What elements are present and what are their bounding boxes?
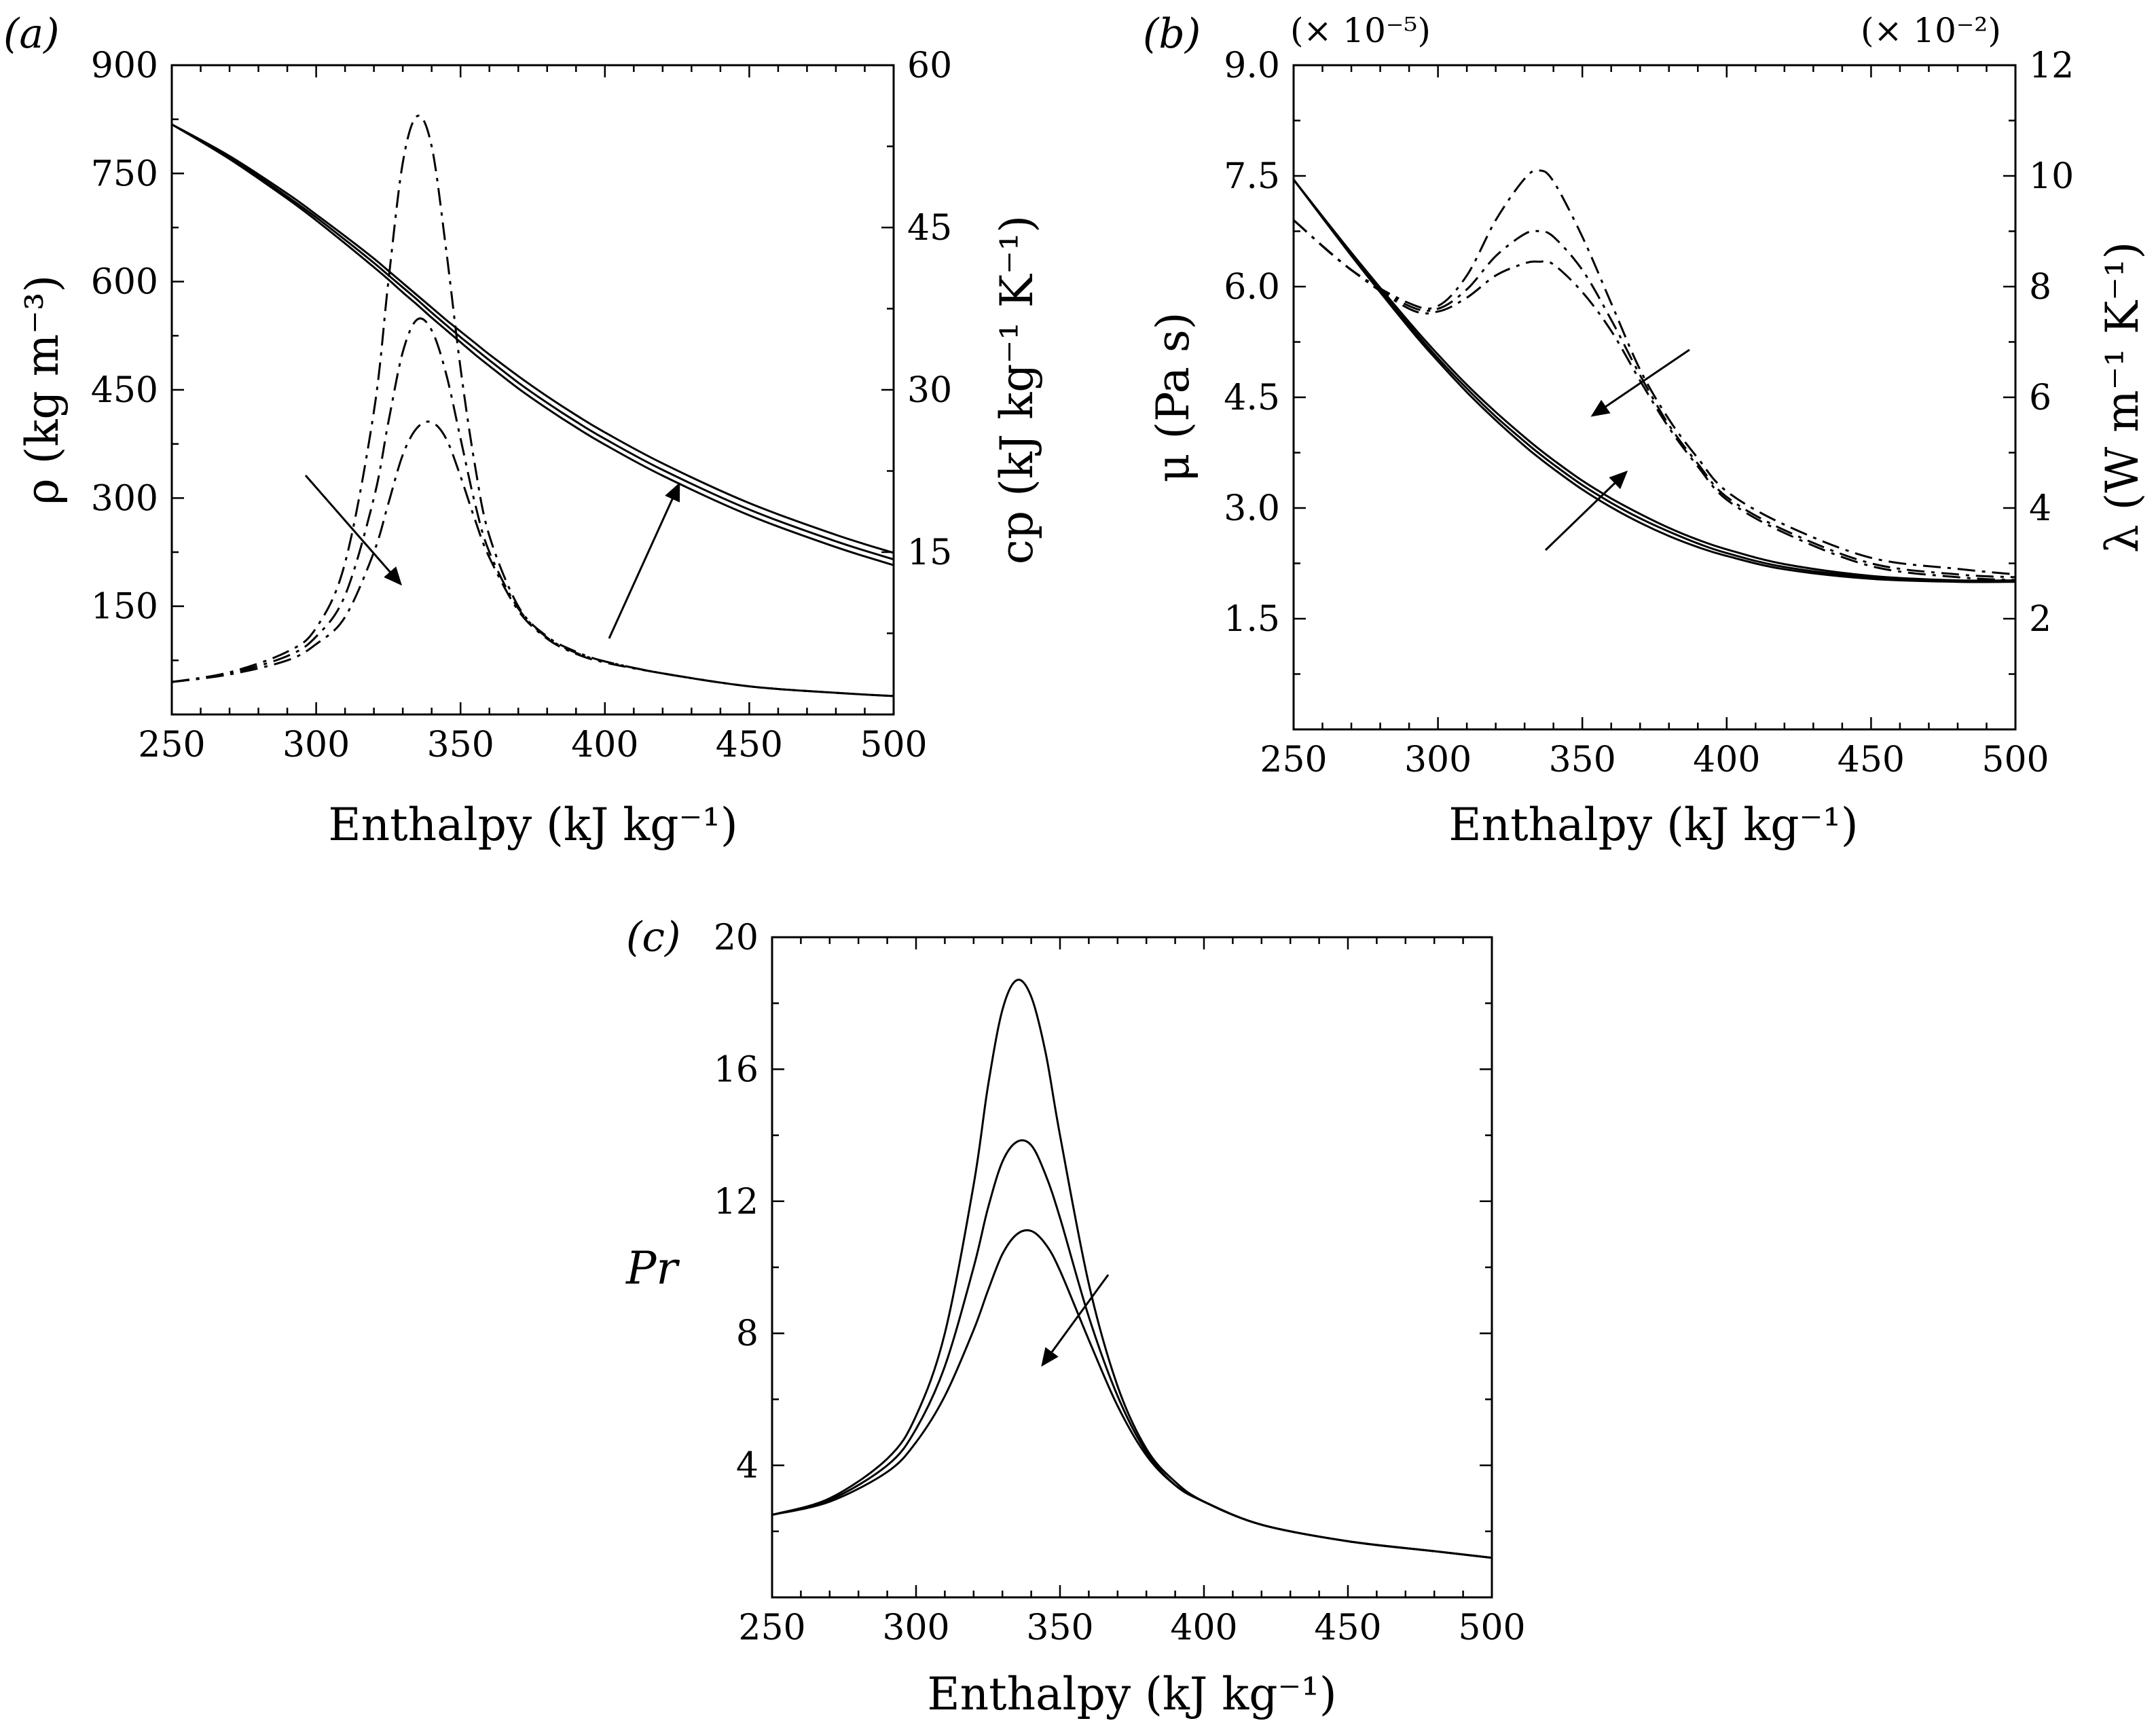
panel-b-series-right-5 — [1293, 219, 2016, 581]
y-tick-label-left: 600 — [91, 262, 158, 303]
y-tick-label-left: 6.0 — [1224, 267, 1280, 308]
panel-c-label: (c) — [626, 913, 680, 961]
y-tick-label-left: 150 — [91, 587, 158, 628]
panel-c-series-left-1 — [771, 1139, 1493, 1559]
y-tick-label-right: 4 — [2029, 488, 2051, 529]
panel-c-arrow-pr — [1041, 1274, 1110, 1367]
x-tick-label: 350 — [427, 725, 494, 765]
y-tick-label-right: 60 — [907, 46, 952, 86]
panel-b-label: (b) — [1143, 10, 1201, 58]
y-tick-label-right: 2 — [2029, 599, 2051, 640]
y-tick-label-left: 300 — [91, 478, 158, 519]
x-tick-label: 400 — [1170, 1608, 1237, 1648]
panel-b-series-left-0 — [1292, 179, 2016, 583]
x-tick-label: 350 — [1549, 740, 1616, 780]
x-tick-label: 500 — [1981, 740, 2049, 780]
x-tick-label: 300 — [282, 725, 350, 765]
y-tick-label-left: 1.5 — [1224, 599, 1280, 640]
panel-c: (c) 250 300 350 400 450 500 4 8 12 16 20 Enthalpy … — [625, 913, 1526, 1720]
panel-a-series-right-4 — [171, 317, 894, 697]
panel-b-ylabel-left: μ (Pa s) — [1147, 312, 1199, 482]
panel-b-arrow-mu — [1544, 470, 1628, 551]
y-tick-label-right: 45 — [907, 208, 952, 249]
x-tick-label: 300 — [1404, 740, 1472, 780]
y-tick-label-left: 450 — [91, 370, 158, 411]
panel-b-series-left-1 — [1292, 179, 2016, 583]
y-tick-label-right: 30 — [907, 370, 952, 411]
y-tick-label-left: 16 — [714, 1049, 759, 1090]
panel-a-arrow-rho — [608, 482, 680, 639]
y-tick-label-left: 7.5 — [1224, 156, 1280, 197]
panel-b-ticks: 250 300 350 400 450 500 1.5 3.0 4.5 6.0 7.5 9.0 2 4 6 8… — [1224, 46, 2074, 780]
x-tick-label: 450 — [1314, 1608, 1381, 1648]
y-tick-label-right: 10 — [2029, 156, 2074, 197]
y-tick-label-left: 8 — [736, 1313, 759, 1354]
panel-c-ticks: 250 300 350 400 450 500 4 8 12 16 20 — [714, 918, 1526, 1648]
panel-c-series — [771, 979, 1493, 1559]
panel-a-series-left-2 — [171, 123, 894, 554]
y-tick-label-right: 8 — [2029, 267, 2051, 308]
panel-b-series-right-3 — [1293, 169, 2016, 576]
panel-b: (b) (× 10⁻⁵) (× 10⁻²) 250 300 350 400 450 500… — [1143, 10, 2149, 851]
panel-b-ylabel-right: λ (W m⁻¹ K⁻¹) — [2096, 242, 2149, 554]
panel-c-ylabel: Pr — [625, 1242, 680, 1294]
y-tick-label-left: 3.0 — [1224, 488, 1280, 529]
panel-a-ticks: 250 300 350 400 450 500 150 300 450 600 750 900 15 30… — [91, 46, 952, 765]
y-tick-label-left: 12 — [714, 1182, 759, 1222]
y-tick-label-left: 9.0 — [1224, 46, 1280, 86]
y-tick-label-left: 20 — [714, 918, 759, 958]
panel-b-arrow-lambda — [1590, 348, 1690, 417]
panel-a-series-left-1 — [171, 123, 894, 561]
x-tick-label: 250 — [738, 1608, 805, 1648]
y-tick-label-right: 12 — [2029, 46, 2074, 86]
x-tick-label: 400 — [571, 725, 638, 765]
x-tick-label: 400 — [1693, 740, 1760, 780]
x-tick-label: 250 — [138, 725, 205, 765]
panel-a-series — [171, 114, 894, 697]
panel-b-right-multiplier: (× 10⁻²) — [1861, 11, 2001, 50]
panel-a-label: (a) — [3, 10, 60, 58]
y-tick-label-right: 6 — [2029, 378, 2051, 418]
panel-a-xlabel: Enthalpy (kJ kg⁻¹) — [328, 799, 737, 851]
x-tick-label: 350 — [1026, 1608, 1093, 1648]
y-tick-label-left: 4 — [736, 1446, 759, 1487]
panel-b-series — [1292, 169, 2016, 583]
panel-b-series-left-2 — [1292, 179, 2016, 582]
panel-a-ylabel-right: cp (kJ kg⁻¹ K⁻¹) — [991, 215, 1043, 564]
y-tick-label-left: 900 — [91, 46, 158, 86]
panel-b-series-right-4 — [1293, 219, 2016, 579]
panel-c-frame — [771, 936, 1493, 1599]
panel-a-series-right-3 — [171, 114, 894, 697]
y-tick-label-left: 4.5 — [1224, 378, 1280, 418]
y-tick-label-left: 750 — [91, 153, 158, 194]
panel-b-xlabel: Enthalpy (kJ kg⁻¹) — [1448, 799, 1858, 851]
x-tick-label: 450 — [1838, 740, 1905, 780]
panel-a-series-left-0 — [171, 123, 894, 566]
y-tick-label-right: 15 — [907, 532, 952, 573]
panel-b-frame — [1292, 64, 2017, 731]
panel-a: (a) 250 300 350 400 450 500 150 300 450 600 750 900… — [3, 10, 1043, 851]
x-tick-label: 300 — [882, 1608, 949, 1648]
panel-a-arrow-cp — [304, 475, 402, 586]
x-tick-label: 500 — [1458, 1608, 1525, 1648]
x-tick-label: 450 — [716, 725, 783, 765]
panel-c-xlabel: Enthalpy (kJ kg⁻¹) — [927, 1668, 1336, 1720]
x-tick-label: 250 — [1260, 740, 1327, 780]
x-tick-label: 500 — [860, 725, 927, 765]
panel-a-frame — [170, 64, 895, 716]
panel-a-ylabel-left: ρ (kg m⁻³) — [16, 275, 69, 505]
panel-b-left-multiplier: (× 10⁻⁵) — [1290, 11, 1431, 50]
panel-c-series-left-2 — [771, 1229, 1493, 1559]
